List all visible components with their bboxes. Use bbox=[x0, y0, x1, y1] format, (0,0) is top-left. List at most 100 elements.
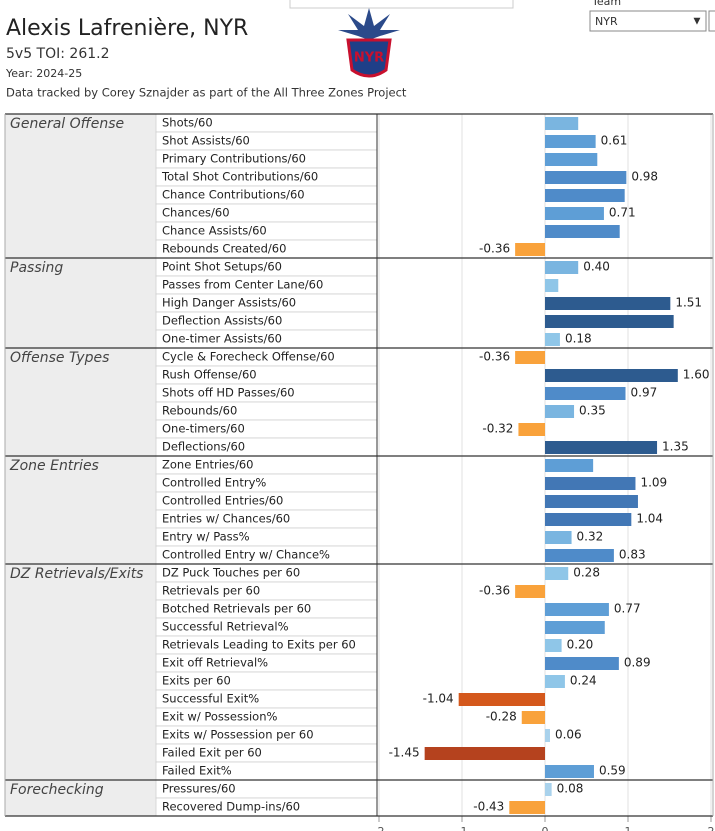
bar bbox=[515, 243, 545, 256]
metric-label: Chances/60 bbox=[162, 206, 230, 220]
group-label: General Offense bbox=[10, 116, 124, 132]
metric-label: Failed Exit per 60 bbox=[162, 746, 262, 760]
value-label: 1.60 bbox=[683, 368, 710, 382]
value-label: 0.77 bbox=[614, 602, 641, 616]
bar bbox=[545, 261, 579, 274]
value-label: 0.08 bbox=[557, 782, 584, 796]
metric-label: Controlled Entry w/ Chance% bbox=[162, 548, 330, 562]
metric-label: Rebounds Created/60 bbox=[162, 242, 286, 256]
value-label: 0.59 bbox=[599, 764, 626, 778]
x-tick-label: -2 bbox=[374, 825, 385, 831]
value-label: -0.36 bbox=[479, 584, 510, 598]
chart: -2 -1 0 1 2 General Offense Shots/60 Shot Assis… bbox=[4, 113, 715, 831]
bar bbox=[545, 783, 552, 796]
metric-label: Point Shot Setups/60 bbox=[162, 260, 282, 274]
metric-label: Zone Entries/60 bbox=[162, 458, 254, 472]
bar bbox=[515, 585, 545, 598]
toi: 5v5 TOI: 261.2 bbox=[6, 46, 110, 62]
metric-label: Rebounds/60 bbox=[162, 404, 237, 418]
value-label: 1.51 bbox=[675, 296, 702, 310]
bar bbox=[545, 765, 594, 778]
bar bbox=[545, 531, 572, 544]
value-label: -0.32 bbox=[482, 422, 513, 436]
value-label: 0.32 bbox=[577, 530, 604, 544]
team-dropdown[interactable] bbox=[589, 10, 707, 32]
bar bbox=[545, 315, 674, 328]
value-label: -0.43 bbox=[473, 800, 504, 814]
bar bbox=[545, 549, 614, 562]
value-label: -1.04 bbox=[423, 692, 454, 706]
value-label: 0.83 bbox=[619, 548, 646, 562]
title: Alexis Lafrenière, NYR bbox=[6, 16, 248, 41]
bar bbox=[545, 729, 550, 742]
bar bbox=[424, 747, 545, 760]
bar bbox=[545, 621, 605, 634]
metric-label: One-timers/60 bbox=[162, 422, 245, 436]
bar bbox=[518, 423, 545, 436]
value-label: 1.09 bbox=[640, 476, 667, 490]
value-label: 0.20 bbox=[567, 638, 594, 652]
value-label: 0.89 bbox=[624, 656, 651, 670]
x-tick-label: 1 bbox=[625, 825, 632, 831]
value-label: 0.98 bbox=[631, 170, 658, 184]
metric-label: Exits w/ Possession per 60 bbox=[162, 728, 314, 742]
value-label: 0.97 bbox=[631, 386, 658, 400]
group-label: Passing bbox=[10, 260, 63, 276]
metric-label: Deflection Assists/60 bbox=[162, 314, 282, 328]
bar bbox=[515, 351, 545, 364]
bar bbox=[545, 477, 636, 490]
value-label: 0.35 bbox=[579, 404, 606, 418]
metric-label: Failed Exit% bbox=[162, 764, 232, 778]
bar bbox=[545, 369, 678, 382]
bar bbox=[521, 711, 545, 724]
metric-label: Botched Retrievals per 60 bbox=[162, 602, 311, 616]
bar bbox=[545, 135, 596, 148]
x-tick-label: -1 bbox=[457, 825, 468, 831]
bar bbox=[545, 459, 594, 472]
bar bbox=[545, 495, 638, 508]
value-label: 0.40 bbox=[583, 260, 610, 274]
bar bbox=[545, 639, 562, 652]
bar bbox=[545, 297, 671, 310]
metric-label: Entries w/ Chances/60 bbox=[162, 512, 290, 526]
group-label: DZ Retrievals/Exits bbox=[10, 566, 143, 582]
metric-label: Retrievals Leading to Exits per 60 bbox=[162, 638, 356, 652]
metric-label: Primary Contributions/60 bbox=[162, 152, 306, 166]
metric-label: Chance Contributions/60 bbox=[162, 188, 305, 202]
bar bbox=[545, 567, 569, 580]
metric-label: One-timer Assists/60 bbox=[162, 332, 282, 346]
metric-label: Shot Assists/60 bbox=[162, 134, 250, 148]
second-dropdown[interactable] bbox=[708, 10, 715, 32]
metric-label: Chance Assists/60 bbox=[162, 224, 267, 238]
metric-label: Deflections/60 bbox=[162, 440, 245, 454]
metric-label: Successful Retrieval% bbox=[162, 620, 289, 634]
source: Data tracked by Corey Sznajder as part o… bbox=[6, 86, 407, 100]
x-tick-label: 2 bbox=[708, 825, 715, 831]
group-label: Forechecking bbox=[10, 782, 104, 798]
bar bbox=[545, 117, 579, 130]
bar bbox=[545, 171, 627, 184]
bar bbox=[545, 279, 559, 292]
bar bbox=[545, 603, 609, 616]
bar bbox=[545, 225, 620, 238]
metric-label: Passes from Center Lane/60 bbox=[162, 278, 323, 292]
year: Year: 2024-25 bbox=[5, 67, 82, 80]
metric-label: Shots/60 bbox=[162, 116, 213, 130]
bar bbox=[545, 405, 575, 418]
bar bbox=[545, 441, 658, 454]
logo: NYR bbox=[338, 8, 400, 78]
metric-label: DZ Puck Touches per 60 bbox=[162, 566, 300, 580]
value-label: 1.35 bbox=[662, 440, 689, 454]
value-label: 1.04 bbox=[636, 512, 663, 526]
metric-label: Retrievals per 60 bbox=[162, 584, 260, 598]
value-label: 0.71 bbox=[609, 206, 636, 220]
metric-label: Exit off Retrieval% bbox=[162, 656, 268, 670]
metric-label: Successful Exit% bbox=[162, 692, 259, 706]
dropdown-arrow: ▼ bbox=[694, 17, 701, 27]
bar bbox=[545, 153, 598, 166]
bar bbox=[458, 693, 545, 706]
value-label: -0.36 bbox=[479, 242, 510, 256]
empty-filter bbox=[289, 0, 514, 9]
